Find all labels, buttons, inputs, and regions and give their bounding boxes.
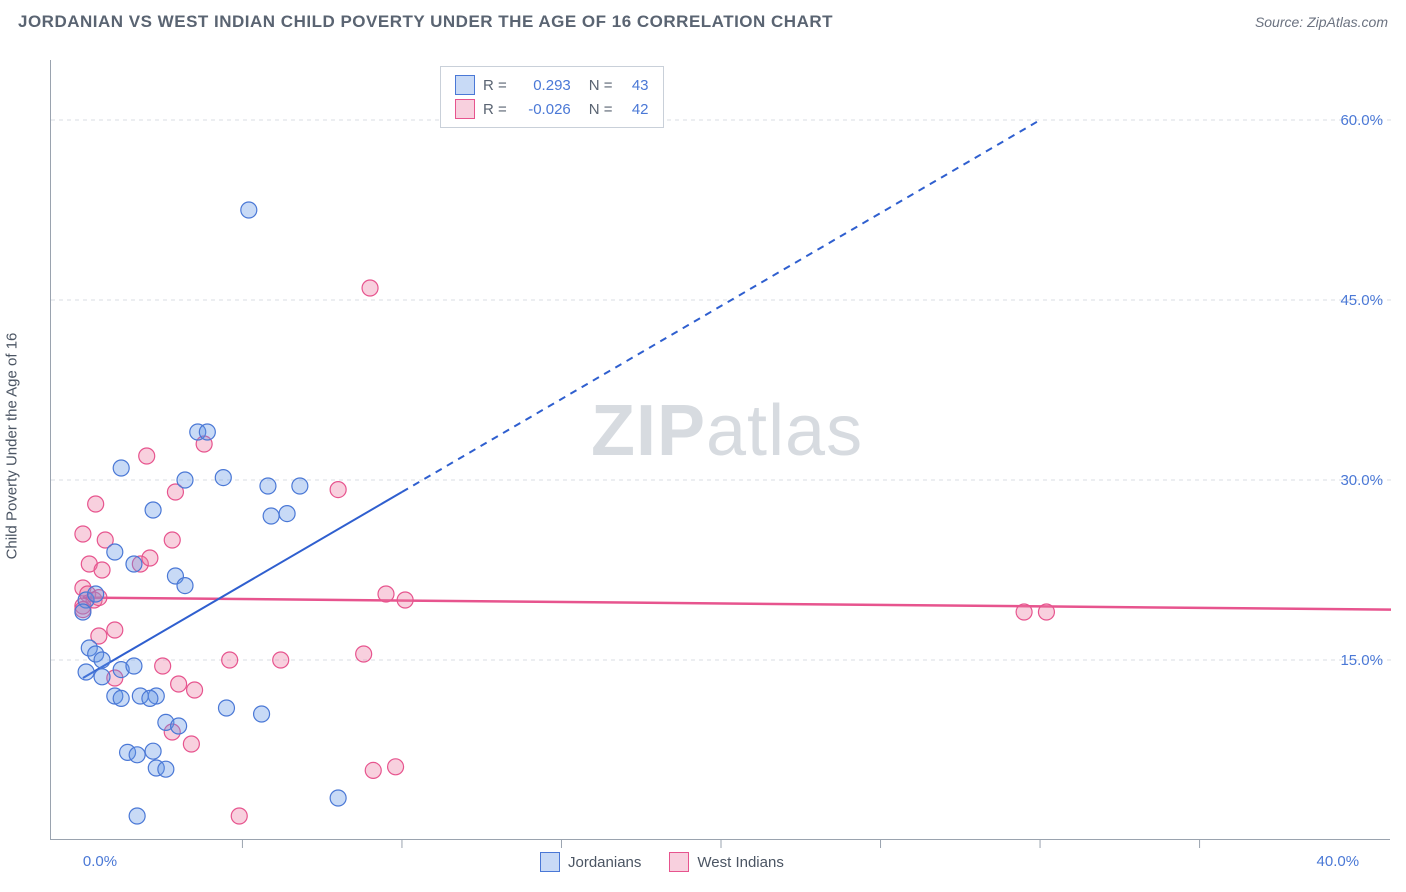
swatch-icon	[455, 75, 475, 95]
correlation-stats-legend: R = 0.293 N = 43 R = -0.026 N = 42	[440, 66, 664, 128]
chart-title: JORDANIAN VS WEST INDIAN CHILD POVERTY U…	[18, 12, 833, 32]
swatch-icon	[540, 852, 560, 872]
source-attribution: Source: ZipAtlas.com	[1255, 14, 1388, 30]
chart-header: JORDANIAN VS WEST INDIAN CHILD POVERTY U…	[0, 0, 1406, 40]
svg-text:45.0%: 45.0%	[1340, 292, 1383, 309]
svg-text:40.0%: 40.0%	[1317, 853, 1360, 870]
plot-svg: 15.0%30.0%45.0%60.0%0.0%40.0%	[51, 60, 1390, 839]
legend-label: West Indians	[697, 854, 783, 871]
swatch-icon	[455, 99, 475, 119]
legend-item-jordanians: Jordanians	[540, 852, 641, 872]
stat-row-jordanians: R = 0.293 N = 43	[455, 73, 649, 97]
svg-text:30.0%: 30.0%	[1340, 472, 1383, 489]
stat-row-westindians: R = -0.026 N = 42	[455, 97, 649, 121]
svg-text:60.0%: 60.0%	[1340, 112, 1383, 129]
svg-text:15.0%: 15.0%	[1340, 652, 1383, 669]
y-axis-label: Child Poverty Under the Age of 16	[4, 333, 21, 560]
plot-area: 15.0%30.0%45.0%60.0%0.0%40.0% ZIPatlas	[50, 60, 1390, 840]
swatch-icon	[669, 852, 689, 872]
legend-label: Jordanians	[568, 854, 641, 871]
series-legend: Jordanians West Indians	[540, 852, 784, 872]
svg-text:0.0%: 0.0%	[83, 853, 117, 870]
legend-item-westindians: West Indians	[669, 852, 783, 872]
